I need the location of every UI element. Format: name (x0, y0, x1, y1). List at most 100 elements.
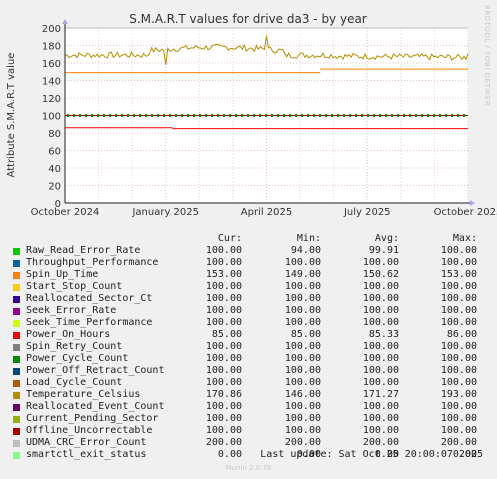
legend-min: 146.00 (284, 389, 321, 400)
legend-avg: 0.00 (374, 449, 399, 460)
series-marker (361, 114, 363, 117)
legend-row: Seek_Error_Rate 100.00 100.00 100.00 100.00 (0, 305, 497, 317)
series-marker (259, 114, 261, 117)
legend-cur: 100.00 (205, 341, 242, 352)
legend-min: 100.00 (284, 425, 321, 436)
series-marker (139, 114, 141, 117)
legend-max: 100.00 (440, 245, 477, 256)
series-marker (439, 114, 441, 117)
series-marker (463, 114, 465, 117)
series-marker (157, 114, 159, 117)
legend-row: Spin_Up_Time 153.00 149.00 150.62 153.00 (0, 269, 497, 281)
legend-min: 100.00 (284, 281, 321, 292)
series-marker (457, 114, 459, 117)
series-marker (133, 114, 135, 117)
axes: 0 20 40 60 80 100 120 140 160 180 200 October 2024 J… (31, 19, 497, 218)
legend-max: 100.00 (440, 401, 477, 412)
series-marker (217, 114, 219, 117)
series-marker (223, 114, 225, 117)
legend-min: 100.00 (284, 317, 321, 328)
header-min: Min: (296, 233, 321, 244)
series-marker (397, 114, 399, 117)
legend-cur: 170.86 (205, 389, 242, 400)
series-marker (283, 114, 285, 117)
legend-cur: 100.00 (205, 245, 242, 256)
legend-label: Power_On_Hours (26, 329, 111, 340)
y-tick-label: 100 (42, 112, 61, 123)
legend-row: Throughput_Performance 100.00 100.00 100.00… (0, 257, 497, 269)
legend-cur: 85.00 (211, 329, 242, 340)
legend-max: 100.00 (440, 353, 477, 364)
legend-cur: 100.00 (205, 305, 242, 316)
series-marker (145, 114, 147, 117)
series-marker (175, 114, 177, 117)
legend-swatch (13, 392, 20, 399)
x-tick-label: April 2025 (241, 207, 292, 218)
legend-max: 153.00 (440, 269, 477, 280)
legend-avg: 85.33 (368, 329, 399, 340)
legend-min: 100.00 (284, 365, 321, 376)
legend-min: 0.00 (296, 449, 321, 460)
legend-row: Spin_Retry_Count 100.00 100.00 100.00 100.00 (0, 341, 497, 353)
y-tick-label: 140 (42, 77, 61, 88)
legend-swatch (13, 248, 20, 255)
legend-swatch (13, 368, 20, 375)
series-marker (229, 114, 231, 117)
series-marker (85, 114, 87, 117)
legend-max: 100.00 (440, 413, 477, 424)
series-marker (91, 114, 93, 117)
series-marker (187, 114, 189, 117)
series-marker (169, 114, 171, 117)
legend-cur: 100.00 (205, 353, 242, 364)
legend-cur: 100.00 (205, 425, 242, 436)
legend-avg: 100.00 (362, 281, 399, 292)
last-update: Last update: Sat Oct 25 20:00:07 2025 (260, 449, 483, 460)
legend-swatch (13, 308, 20, 315)
legend-avg: 200.00 (362, 437, 399, 448)
series-marker (247, 114, 249, 117)
legend-label: UDMA_CRC_Error_Count (26, 437, 147, 448)
legend-header: Cur: Min: Avg: Max: (0, 233, 497, 245)
legend-avg: 100.00 (362, 341, 399, 352)
legend-max: 200.00 (440, 437, 477, 448)
legend-swatch (13, 284, 20, 291)
series-marker (79, 114, 81, 117)
series-marker (427, 114, 429, 117)
y-tick-label: 60 (48, 147, 61, 158)
legend-label: Raw_Read_Error_Rate (26, 245, 141, 256)
legend-row: Reallocated_Event_Count 100.00 100.00 100.0… (0, 401, 497, 413)
series-marker (355, 114, 357, 117)
chart-title: S.M.A.R.T values for drive da3 - by year (129, 12, 367, 26)
legend-label: Start_Stop_Count (26, 281, 123, 292)
legend-cur: 100.00 (205, 413, 242, 424)
y-tick-label: 120 (42, 94, 61, 105)
legend-label: smartctl_exit_status (26, 449, 147, 460)
legend-min: 100.00 (284, 257, 321, 268)
x-tick-label: October 2025 (434, 207, 497, 218)
y-tick-label: 0 (55, 199, 61, 210)
y-tick-label: 80 (48, 129, 61, 140)
series-marker (385, 114, 387, 117)
series-marker (241, 114, 243, 117)
legend-row: Power_Cycle_Count 100.00 100.00 100.00 100.0… (0, 353, 497, 365)
legend-avg: 100.00 (362, 377, 399, 388)
legend-label: Current_Pending_Sector (26, 413, 159, 424)
series-marker (445, 114, 447, 117)
series-marker (337, 114, 339, 117)
munin-version: Munin 2.0.76 (225, 464, 272, 472)
legend-avg: 100.00 (362, 413, 399, 424)
legend-min: 85.00 (290, 329, 321, 340)
legend-max: 0.00 (452, 449, 477, 460)
legend-min: 100.00 (284, 377, 321, 388)
legend-avg: 100.00 (362, 353, 399, 364)
series-marker (127, 114, 129, 117)
series-marker (415, 114, 417, 117)
series-marker (181, 114, 183, 117)
series-marker (433, 114, 435, 117)
y-tick-label: 20 (48, 182, 61, 193)
legend-row: Power_Off_Retract_Count 100.00 100.00 100.0… (0, 365, 497, 377)
legend-max: 100.00 (440, 365, 477, 376)
legend-row: Offline_Uncorrectable 100.00 100.00 100.00 1… (0, 425, 497, 437)
header-avg: Avg: (374, 233, 399, 244)
legend-cur: 100.00 (205, 293, 242, 304)
